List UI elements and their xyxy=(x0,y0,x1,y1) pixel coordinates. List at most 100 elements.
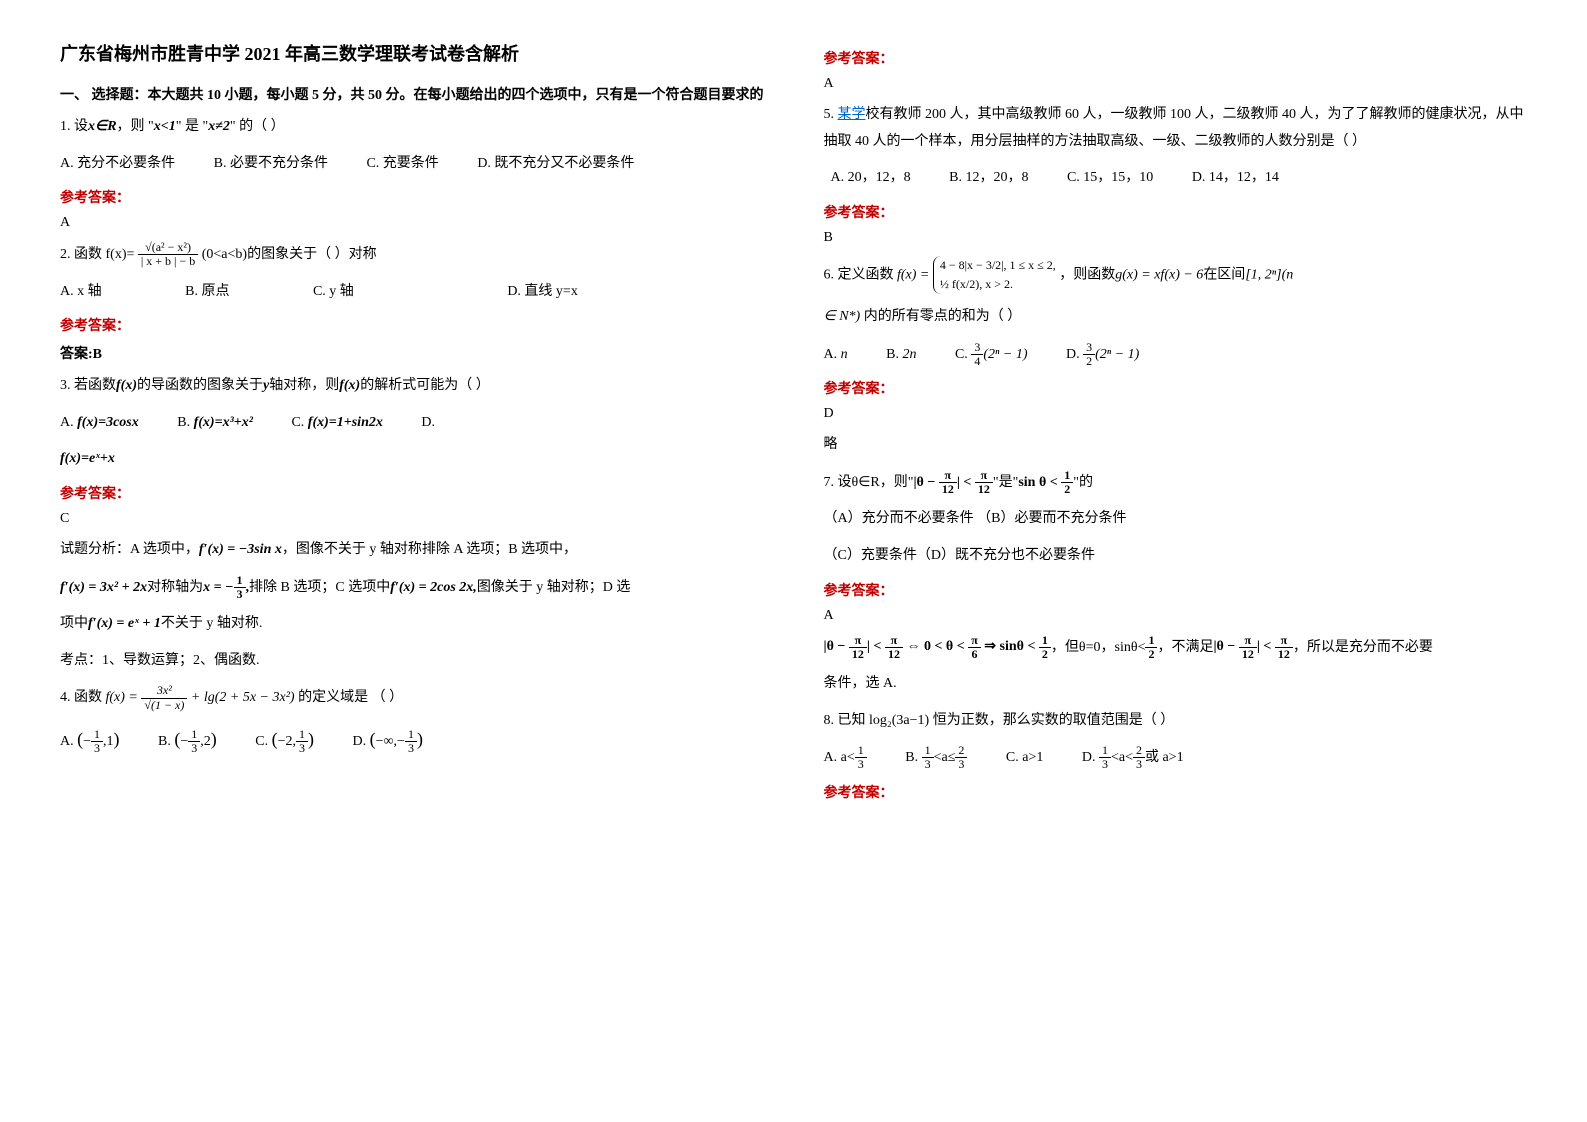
q3-exp2f: 图像关于 y 轴对称；D 选 xyxy=(477,580,631,595)
q7-en1: π xyxy=(849,634,867,648)
q1-m2: x<1 xyxy=(154,119,176,134)
q8-Ad: 3 xyxy=(855,758,867,771)
q1-ref: 参考答案： xyxy=(60,187,764,207)
q5-options: A. 20，12，8 B. 12，20，8 C. 15，15，10 D. 14，… xyxy=(824,165,1528,192)
q8-Bb: <a≤ xyxy=(934,750,956,765)
q3-exp3c: 不关于 y 轴对称. xyxy=(161,616,263,631)
q8-C: C. a>1 xyxy=(1006,745,1043,772)
q7-ed4: 2 xyxy=(1039,648,1051,661)
q2-A: A. x 轴 xyxy=(60,279,102,306)
q7-n1: π xyxy=(939,469,957,483)
q3-exp4: 考点：1、导数运算；2、偶函数. xyxy=(60,648,764,675)
q5-ans: B xyxy=(824,230,1528,246)
q6-Cr: (2ⁿ − 1) xyxy=(983,347,1027,362)
q3-Dl: D. xyxy=(421,410,435,437)
q7-m3: sin θ < xyxy=(1018,475,1061,490)
q1-stem-a: 1. 设 xyxy=(60,119,88,134)
q8-options: A. a<13 B. 13<a≤23 C. a>1 D. 13<a<23或 a>… xyxy=(824,744,1528,772)
q7-e3: ⇔ 0 < θ < xyxy=(903,639,968,654)
q4-Cd: 3 xyxy=(296,742,308,755)
q6-Dr: (2ⁿ − 1) xyxy=(1095,347,1139,362)
q1-B: B. 必要不充分条件 xyxy=(214,151,328,178)
q4-ref: 参考答案： xyxy=(824,48,1528,68)
q6-Av: n xyxy=(841,347,848,362)
q5-link[interactable]: 某学 xyxy=(838,107,866,122)
q7-n2: π xyxy=(975,469,993,483)
q6-B: B. 2n xyxy=(886,342,916,369)
q6-case1: 4 − 8|x − 3/2|, 1 ≤ x ≤ 2, xyxy=(940,256,1056,275)
q7-d3: 2 xyxy=(1061,483,1073,496)
q7-ed5: 2 xyxy=(1145,648,1157,661)
q6-A: A. n xyxy=(824,342,848,369)
q2-pre: 2. 函数 f(x)= xyxy=(60,247,134,262)
q7-c: "的 xyxy=(1073,475,1093,490)
q7-d1: 12 xyxy=(939,483,957,496)
q3-exp2n: 1 xyxy=(234,574,246,588)
q6-Dd: 2 xyxy=(1083,355,1095,368)
q8: 8. 已知 log₂(3a−1) 恒为正数，那么实数的取值范围是（ ） xyxy=(824,708,1528,735)
q4-Bn: 1 xyxy=(188,728,200,742)
q7-en7: π xyxy=(1275,634,1293,648)
q6-Al: A. xyxy=(824,347,841,362)
q6-Dl: D. xyxy=(1066,347,1083,362)
q3-a: 3. 若函数 xyxy=(60,378,116,393)
q4-num: 3x² xyxy=(157,683,172,697)
q3-Bl: B. f(x)=x³+x² xyxy=(177,410,253,437)
page-title: 广东省梅州市胜青中学 2021 年高三数学理联考试卷含解析 xyxy=(60,40,764,66)
q8-Dc: 或 a>1 xyxy=(1145,750,1184,765)
q4-post: 的定义域是 （ ） xyxy=(298,690,403,705)
q7-ed3: 6 xyxy=(968,648,981,661)
q3-exp3b: f′(x) = eˣ + 1 xyxy=(88,616,161,631)
q3-exp2a: f′(x) = 3x² + 2x xyxy=(60,580,147,595)
q4-D: D. (−∞,−13) xyxy=(353,722,423,756)
q4-options: A. (−13,1) B. (−13,2) C. (−2,13) D. (−∞,… xyxy=(60,722,764,756)
q8-Dn2: 2 xyxy=(1133,744,1145,758)
q2-frac: √(a² − x²) | x + b | − b xyxy=(138,241,198,268)
q6-d: ∈ N*) 内的所有零点的和为（ ） xyxy=(824,304,1528,331)
q6-int: [1, 2ⁿ](n xyxy=(1245,267,1293,282)
q3-exp1b: f′(x) = −3sin x xyxy=(199,542,282,557)
q6-ans: D xyxy=(824,406,1528,422)
q8-Bn2: 2 xyxy=(955,744,967,758)
q4-A: A. (−13,1) xyxy=(60,722,120,756)
q8-Dd1: 3 xyxy=(1099,758,1111,771)
q6-D: D. 32(2ⁿ − 1) xyxy=(1066,341,1139,369)
q6-gx: g(x) = xf(x) − 6 xyxy=(1115,267,1203,282)
q6-exp: 略 xyxy=(824,432,1528,459)
q7-e7: |θ − xyxy=(1213,639,1238,654)
q2-post: (0<a<b)的图象关于（ ）对称 xyxy=(202,247,377,262)
q3-exp1: 试题分析：A 选项中，f′(x) = −3sin x，图像不关于 y 轴对称排除… xyxy=(60,537,764,564)
q3-exp1a: 试题分析：A 选项中， xyxy=(60,542,199,557)
q5-C: C. 15，15，10 xyxy=(1067,165,1153,192)
q1-stem-b: ，则 " xyxy=(117,119,154,134)
q6-c: 在区间 xyxy=(1203,267,1245,282)
q8-Da: D. xyxy=(1082,750,1099,765)
q7-optA: （A）充分而不必要条件 （B）必要而不充分条件 xyxy=(824,506,1528,533)
q3-fx1: f(x) xyxy=(116,378,137,393)
q6-options: A. n B. 2n C. 34(2ⁿ − 1) D. 32(2ⁿ − 1) xyxy=(824,341,1528,369)
q3-d: 的解析式可能为（ ） xyxy=(360,378,490,393)
q2: 2. 函数 f(x)= √(a² − x²) | x + b | − b (0<… xyxy=(60,241,764,269)
q2-ref: 参考答案： xyxy=(60,315,764,335)
q6-ref: 参考答案： xyxy=(824,378,1528,398)
q5-A: A. 20，12，8 xyxy=(831,165,911,192)
q6-Dn: 3 xyxy=(1083,341,1095,355)
q8-An: 1 xyxy=(855,744,867,758)
q4-Dn: 1 xyxy=(405,728,417,742)
q3-options: A. f(x)=3cosx B. f(x)=x³+x² C. f(x)=1+si… xyxy=(60,410,764,437)
q3-Dexpr: f(x)=eˣ+x xyxy=(60,451,115,466)
q3-D: f(x)=eˣ+x xyxy=(60,446,764,473)
section-1-head: 一、 选择题：本大题共 10 小题，每小题 5 分，共 50 分。在每小题给出的… xyxy=(60,84,764,104)
q5-ref: 参考答案： xyxy=(824,202,1528,222)
q7-b: "是" xyxy=(993,475,1018,490)
q3-exp2d: 3 xyxy=(234,588,246,601)
q7-ref: 参考答案： xyxy=(824,580,1528,600)
q6-cases: 4 − 8|x − 3/2|, 1 ≤ x ≤ 2, ½ f(x/2), x >… xyxy=(933,256,1056,294)
q3-exp3a: 项中 xyxy=(60,616,88,631)
q2-ans: 答案:B xyxy=(60,343,764,363)
q2-C: C. y 轴 xyxy=(313,279,354,306)
q7-m2: | < xyxy=(957,475,975,490)
q7-ed7: 12 xyxy=(1275,648,1293,661)
q8-Db: <a< xyxy=(1111,750,1133,765)
q6-C: C. 34(2ⁿ − 1) xyxy=(955,341,1028,369)
